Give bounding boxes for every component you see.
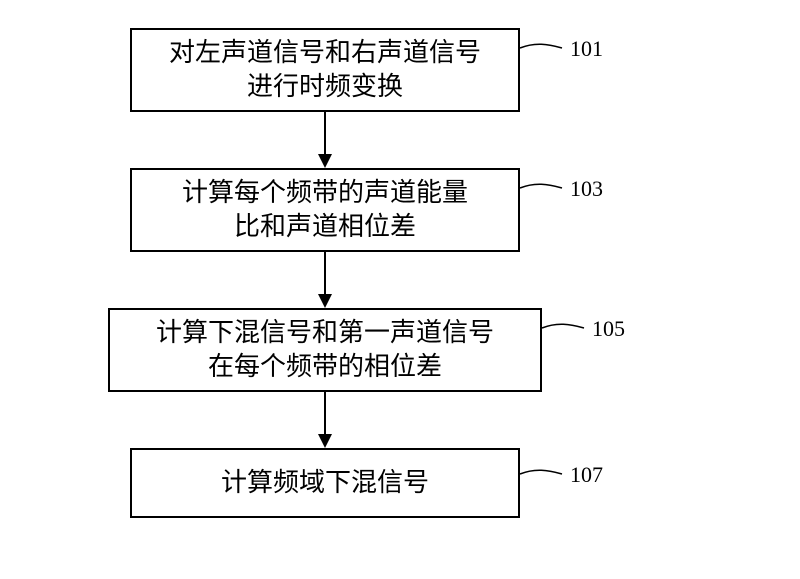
flowchart-canvas: 对左声道信号和右声道信号 进行时频变换 101 计算每个频带的声道能量 比和声道… bbox=[0, 0, 800, 579]
step-107-label: 107 bbox=[570, 462, 603, 488]
leader-107 bbox=[0, 0, 800, 579]
